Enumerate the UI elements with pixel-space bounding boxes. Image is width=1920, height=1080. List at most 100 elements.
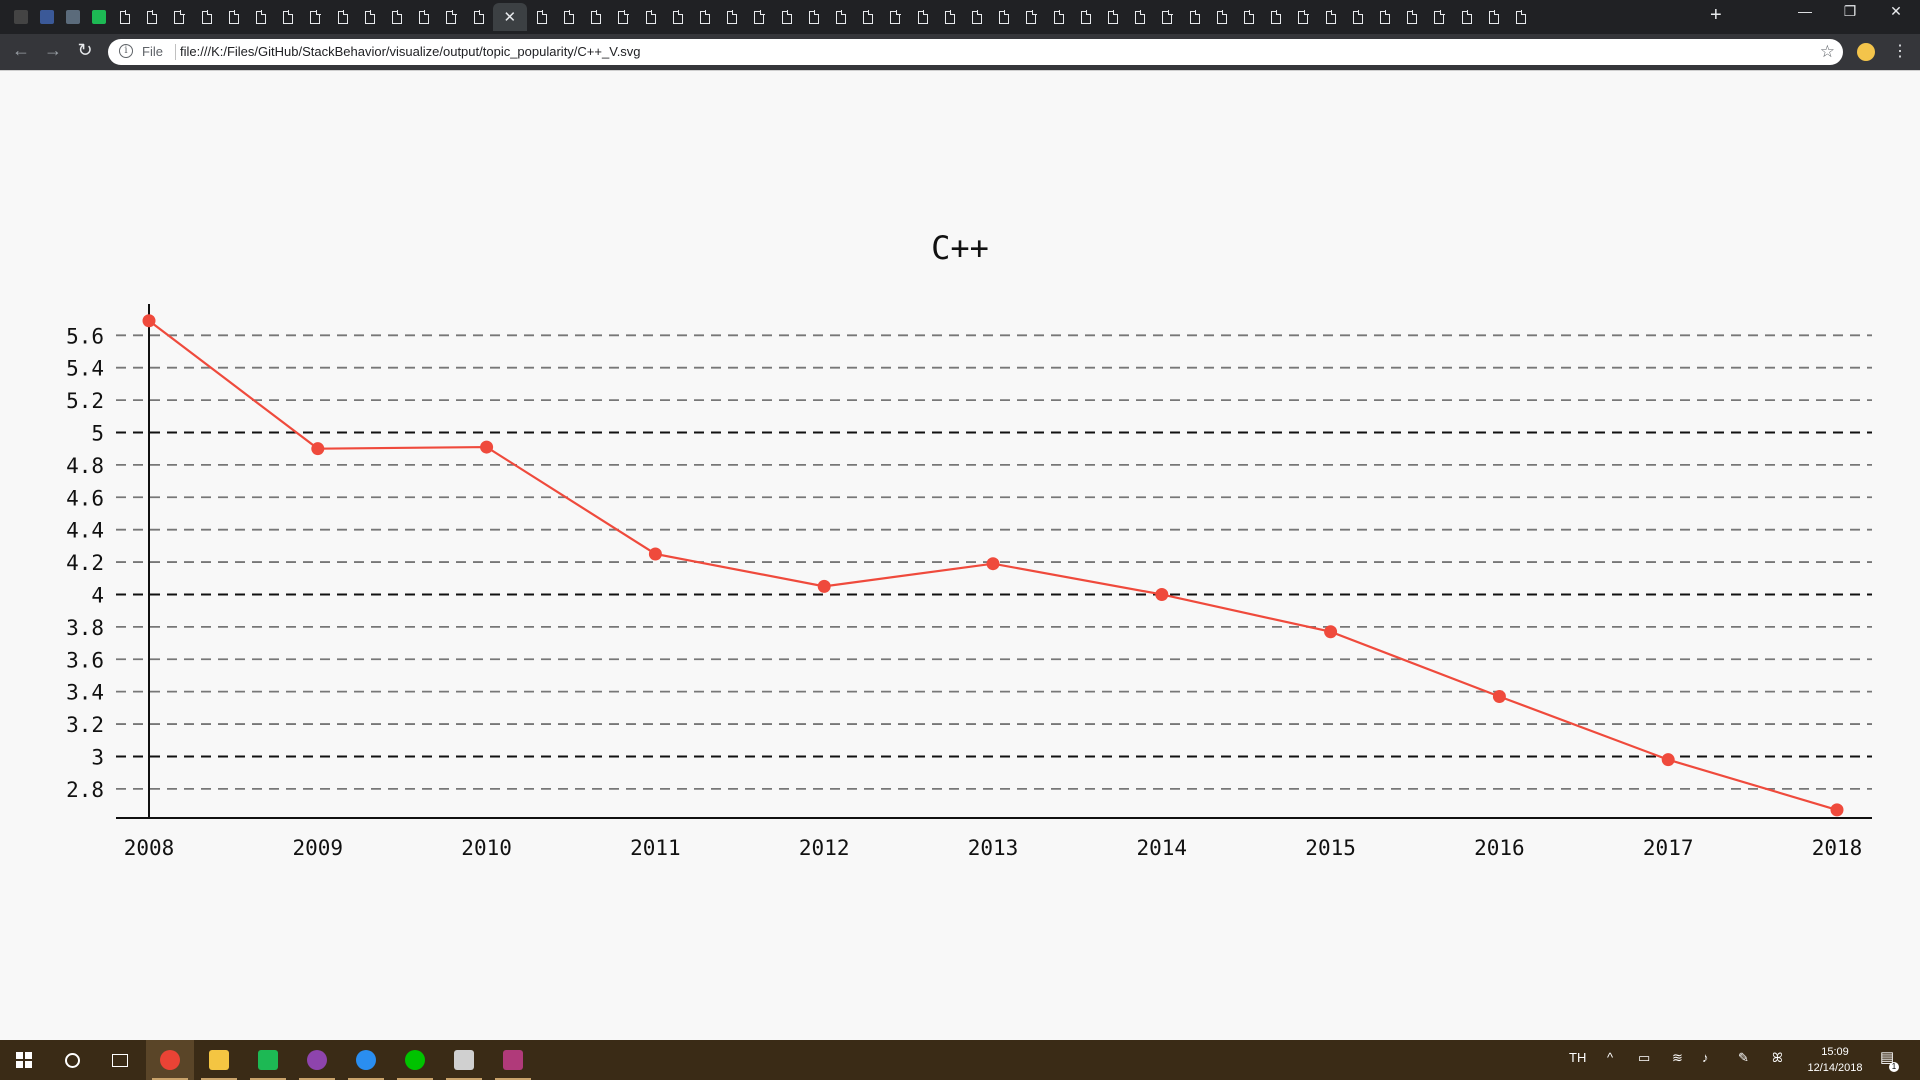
file-icon xyxy=(591,10,602,24)
menu-icon[interactable]: ⋮ xyxy=(1892,43,1908,60)
tab[interactable] xyxy=(139,3,165,31)
tab[interactable] xyxy=(1426,3,1452,31)
close-window-button[interactable]: ✕ xyxy=(1890,3,1902,19)
url-text[interactable]: file:///K:/Files/GitHub/StackBehavior/vi… xyxy=(180,44,641,59)
tab[interactable] xyxy=(638,3,664,31)
file-icon xyxy=(917,10,928,24)
tab[interactable] xyxy=(194,3,220,31)
tab[interactable] xyxy=(1290,3,1316,31)
tab[interactable] xyxy=(1454,3,1480,31)
tab[interactable] xyxy=(774,3,800,31)
tab[interactable] xyxy=(1372,3,1398,31)
address-bar[interactable]: i File file:///K:/Files/GitHub/StackBeha… xyxy=(108,39,1843,65)
tab[interactable] xyxy=(1399,3,1425,31)
tab[interactable] xyxy=(411,3,437,31)
language-indicator[interactable]: TH xyxy=(1569,1050,1587,1065)
minimize-button[interactable]: — xyxy=(1798,3,1812,19)
tab[interactable] xyxy=(1100,3,1126,31)
tab[interactable] xyxy=(692,3,718,31)
close-tab-icon[interactable]: ✕ xyxy=(503,9,517,26)
tab[interactable] xyxy=(248,3,274,31)
tab[interactable] xyxy=(828,3,854,31)
battery-icon[interactable]: ▭ xyxy=(1638,1050,1651,1065)
new-tab-button[interactable]: + xyxy=(1710,4,1722,26)
tab[interactable] xyxy=(964,3,990,31)
tab[interactable] xyxy=(937,3,963,31)
file-icon xyxy=(1352,10,1364,24)
tab[interactable] xyxy=(1508,3,1534,31)
tab-active[interactable]: ✕ xyxy=(492,3,527,31)
line-taskbar-button[interactable] xyxy=(391,1040,439,1080)
tab[interactable] xyxy=(746,3,772,31)
spotify-tab-icon[interactable] xyxy=(86,3,112,31)
notification-icon[interactable]: ▤ xyxy=(1880,1049,1895,1066)
tab[interactable] xyxy=(166,3,192,31)
volume-icon[interactable]: ♪ xyxy=(1702,1050,1709,1065)
tab[interactable] xyxy=(1318,3,1344,31)
tab[interactable] xyxy=(529,3,555,31)
data-point xyxy=(1830,803,1844,817)
tab[interactable] xyxy=(384,3,410,31)
tab[interactable] xyxy=(1209,3,1235,31)
tab[interactable] xyxy=(910,3,936,31)
github-desktop-taskbar-button[interactable] xyxy=(293,1040,341,1080)
restore-button[interactable]: ❐ xyxy=(1843,3,1857,19)
winrar-taskbar-button[interactable] xyxy=(489,1040,537,1080)
back-icon[interactable]: ← xyxy=(12,40,30,60)
vscode-taskbar-button[interactable] xyxy=(342,1040,390,1080)
spotify-taskbar-button[interactable] xyxy=(244,1040,292,1080)
tab[interactable] xyxy=(882,3,908,31)
tab[interactable] xyxy=(1236,3,1262,31)
tab[interactable] xyxy=(302,3,328,31)
tab[interactable] xyxy=(275,3,301,31)
bookmark-star-icon[interactable]: ☆ xyxy=(1819,42,1835,61)
tab[interactable] xyxy=(556,3,582,31)
sheets-tab-icon[interactable] xyxy=(60,3,86,31)
search-taskbar-button[interactable] xyxy=(48,1040,96,1080)
profile-avatar[interactable] xyxy=(1857,43,1875,61)
tab[interactable] xyxy=(330,3,356,31)
pen-icon[interactable]: ✎ xyxy=(1738,1050,1749,1065)
forward-icon[interactable]: → xyxy=(44,40,62,60)
tab[interactable] xyxy=(1345,3,1371,31)
tab[interactable] xyxy=(719,3,745,31)
tab[interactable] xyxy=(610,3,636,31)
browser-toolbar: ← → ↻ i File file:///K:/Files/GitHub/Sta… xyxy=(0,34,1920,70)
tab[interactable] xyxy=(357,3,383,31)
chrome-taskbar-button[interactable] xyxy=(146,1040,194,1080)
github-tab-icon[interactable] xyxy=(8,3,34,31)
file-icon xyxy=(310,10,321,24)
tab[interactable] xyxy=(583,3,609,31)
file-icon xyxy=(1407,10,1418,24)
start-taskbar-button[interactable] xyxy=(0,1040,48,1080)
tab[interactable] xyxy=(1018,3,1044,31)
tab[interactable] xyxy=(112,3,138,31)
tab[interactable] xyxy=(438,3,464,31)
tab[interactable] xyxy=(1263,3,1289,31)
tab[interactable] xyxy=(1073,3,1099,31)
tab[interactable] xyxy=(801,3,827,31)
tab[interactable] xyxy=(221,3,247,31)
info-icon[interactable]: i xyxy=(119,44,133,58)
tab[interactable] xyxy=(855,3,881,31)
tab[interactable] xyxy=(466,3,492,31)
tab[interactable] xyxy=(1154,3,1180,31)
y-tick-label: 3 xyxy=(91,745,104,769)
terminal-taskbar-button[interactable] xyxy=(440,1040,488,1080)
wifi-icon[interactable]: ≋ xyxy=(1672,1050,1683,1065)
tab[interactable] xyxy=(1481,3,1507,31)
tab[interactable] xyxy=(665,3,691,31)
reload-icon[interactable]: ↻ xyxy=(77,40,93,60)
tab[interactable] xyxy=(991,3,1017,31)
facebook-tab-icon[interactable] xyxy=(34,3,60,31)
file-icon xyxy=(1108,10,1119,24)
tab[interactable] xyxy=(1182,3,1208,31)
input-method-icon[interactable]: ꕤ xyxy=(1772,1050,1783,1065)
y-tick-label: 4.8 xyxy=(66,454,104,478)
task-view-taskbar-button[interactable] xyxy=(96,1040,144,1080)
tab[interactable] xyxy=(1127,3,1153,31)
clock[interactable]: 15:09 12/14/2018 xyxy=(1800,1044,1870,1076)
file-explorer-taskbar-button[interactable] xyxy=(195,1040,243,1080)
tab[interactable] xyxy=(1046,3,1072,31)
chevron-up-icon[interactable]: ^ xyxy=(1607,1050,1614,1065)
